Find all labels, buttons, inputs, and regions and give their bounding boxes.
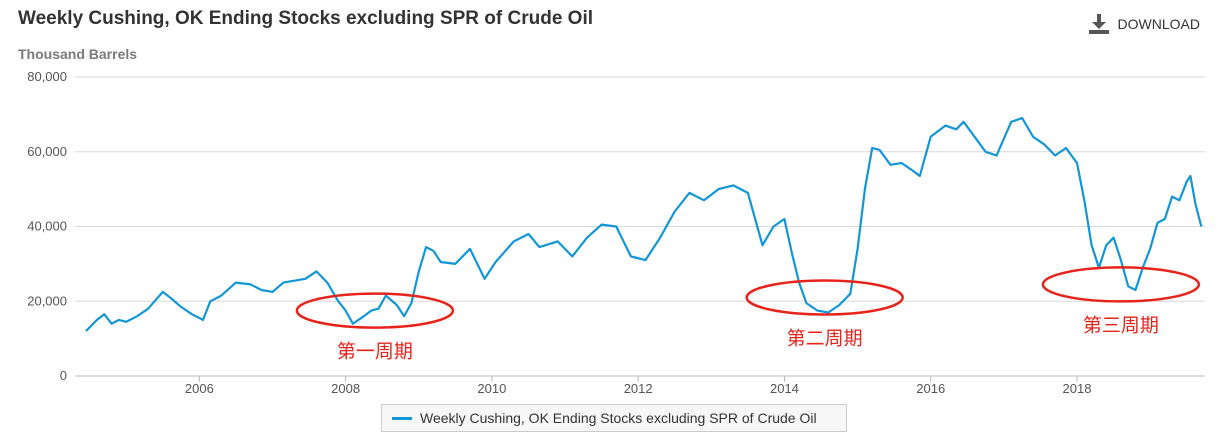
series-line	[85, 116, 1203, 332]
download-button[interactable]: DOWNLOAD	[1088, 14, 1200, 34]
x-tick-label: 2014	[770, 381, 799, 396]
legend-swatch	[392, 416, 412, 420]
y-tick-label: 40,000	[27, 219, 67, 234]
x-tick-label: 2006	[185, 381, 214, 396]
x-tick-label: 2018	[1063, 381, 1092, 396]
annotation-label: 第二周期	[787, 328, 863, 350]
y-axis-unit-label: Thousand Barrels	[18, 46, 138, 62]
legend-item[interactable]: Weekly Cushing, OK Ending Stocks excludi…	[381, 404, 847, 432]
annotation-ellipse	[745, 279, 904, 316]
annotation-ellipse	[1041, 266, 1201, 303]
legend-label: Weekly Cushing, OK Ending Stocks excludi…	[420, 410, 817, 426]
x-tick-label: 2008	[331, 381, 360, 396]
x-tick-label: 2012	[624, 381, 653, 396]
annotation-label: 第一周期	[337, 341, 413, 363]
chart-title: Weekly Cushing, OK Ending Stocks excludi…	[18, 8, 594, 29]
download-label: DOWNLOAD	[1117, 16, 1200, 32]
x-tick-label: 2010	[477, 381, 506, 396]
y-tick-label: 60,000	[27, 144, 67, 159]
download-icon	[1088, 14, 1109, 34]
y-tick-label: 20,000	[27, 293, 67, 308]
y-tick-label: 0	[60, 368, 67, 383]
annotation-ellipse	[295, 292, 455, 329]
annotation-label: 第三周期	[1083, 314, 1159, 336]
y-tick-label: 80,000	[27, 69, 67, 84]
x-tick-label: 2016	[916, 381, 945, 396]
